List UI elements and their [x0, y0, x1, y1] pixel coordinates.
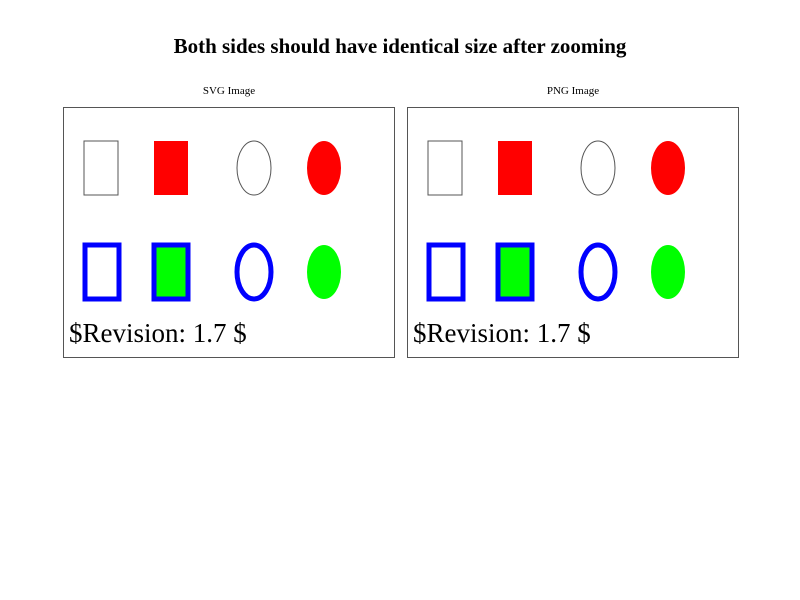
page-title: Both sides should have identical size af… [173, 34, 627, 58]
green-rectangle-blue-outline [495, 242, 535, 302]
blue-outlined-rectangle [426, 242, 466, 302]
red-ellipse [307, 141, 341, 195]
png-image-caption: PNG Image [546, 85, 600, 97]
png-image-panel: $Revision: 1.7 $ [407, 107, 739, 358]
green-ellipse [307, 245, 341, 299]
png-shapes-drawing [426, 140, 685, 302]
revision-text: $Revision: 1.7 $ [413, 318, 591, 348]
blue-outlined-ellipse [578, 242, 618, 302]
red-ellipse [651, 141, 685, 195]
green-rectangle-blue-outline [151, 242, 191, 302]
green-ellipse [651, 245, 685, 299]
outlined-rectangle [83, 140, 119, 196]
blue-outlined-ellipse [234, 242, 274, 302]
revision-text: $Revision: 1.7 $ [69, 318, 247, 348]
outlined-ellipse [580, 140, 616, 196]
outlined-ellipse [236, 140, 272, 196]
outlined-rectangle [427, 140, 463, 196]
blue-outlined-rectangle [82, 242, 122, 302]
red-rectangle [154, 141, 188, 195]
svg-shapes-drawing [82, 140, 341, 302]
red-rectangle [498, 141, 532, 195]
svg-image-panel: $Revision: 1.7 $ [63, 107, 395, 358]
svg-image-caption: SVG Image [202, 85, 256, 97]
